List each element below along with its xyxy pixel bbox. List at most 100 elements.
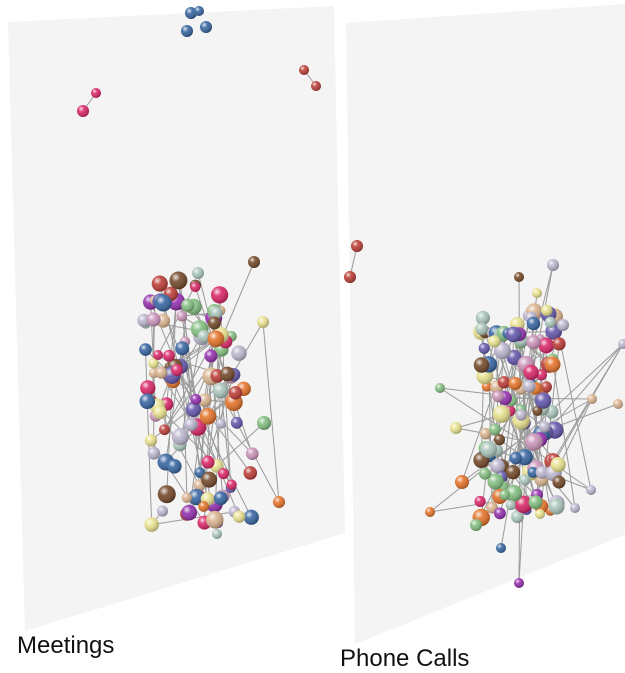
network-node-shading: [473, 357, 490, 373]
network-node-shading: [478, 342, 490, 354]
network-node-shading: [155, 366, 168, 379]
network-node-shading: [192, 267, 204, 279]
network-node-shading: [190, 393, 202, 405]
network-node-shading: [528, 495, 543, 510]
network-node-shading: [216, 418, 227, 429]
network-node-shading: [197, 329, 211, 343]
network-node-shading: [171, 364, 183, 376]
network-edge: [439, 387, 521, 441]
network-node-shading: [525, 433, 543, 451]
network-node-shading: [257, 316, 269, 328]
network-node-shading: [205, 510, 224, 529]
network-node-shading: [570, 503, 580, 513]
network-node-shading: [523, 364, 539, 381]
network-node-shading: [144, 434, 158, 447]
network-node-shading: [450, 422, 462, 434]
network-node-shading: [344, 271, 356, 283]
network-node-shading: [474, 495, 486, 508]
network-node-shading: [210, 286, 229, 304]
network-node-shading: [532, 405, 543, 416]
network-node-shading: [171, 428, 189, 446]
network-edge: [262, 321, 280, 503]
meetings-nodes: [77, 6, 321, 539]
network-node-shading: [228, 386, 243, 400]
network-node-shading: [470, 519, 482, 531]
network-edge: [510, 334, 515, 401]
network-node-shading: [230, 416, 243, 429]
network-node-shading: [299, 65, 309, 75]
network-edge: [153, 284, 196, 364]
network-node-shading: [547, 259, 559, 271]
network-edge: [504, 340, 523, 399]
network-node-shading: [243, 509, 259, 525]
network-node-shading: [506, 350, 522, 365]
network-edge: [153, 338, 217, 374]
network-node-shading: [169, 271, 188, 290]
network-node-shading: [526, 316, 541, 331]
network-node-shading: [151, 275, 168, 292]
network-node-shading: [144, 517, 159, 532]
network-node-shading: [489, 423, 501, 436]
meetings-caption: Meetings: [17, 632, 115, 659]
phone-calls-caption: Phone Calls: [340, 645, 470, 672]
network-node-shading: [535, 509, 545, 519]
network-node-shading: [557, 319, 569, 331]
network-node-shading: [480, 441, 498, 458]
network-node-shading: [544, 356, 561, 373]
network-node-shading: [540, 381, 552, 393]
network-node-shading: [185, 7, 197, 19]
network-node-shading: [159, 424, 170, 436]
network-node-shading: [218, 468, 230, 480]
network-node-shading: [148, 358, 159, 369]
network-node-shading: [212, 382, 229, 399]
network-node-shading: [181, 25, 193, 37]
network-node-shading: [499, 489, 510, 501]
network-node-shading: [273, 496, 285, 508]
network-node-shading: [311, 81, 321, 91]
network-node-shading: [497, 376, 511, 389]
network-node-shading: [185, 401, 202, 418]
network-node-shading: [184, 417, 198, 432]
network-node-shading: [232, 510, 246, 523]
network-node-shading: [544, 316, 556, 328]
network-node-shading: [156, 505, 169, 517]
network-node-shading: [204, 349, 218, 363]
network-node-shading: [210, 306, 223, 319]
network-edge: [552, 359, 576, 509]
network-node-shading: [188, 488, 205, 506]
network-node-shading: [587, 394, 597, 404]
network-node-shading: [475, 310, 490, 325]
network-node-shading: [511, 510, 524, 524]
network-node-shading: [152, 405, 167, 420]
network-node-shading: [199, 408, 217, 425]
network-node-shading: [248, 256, 260, 268]
network-node-shading: [550, 457, 566, 473]
network-node-shading: [201, 471, 218, 488]
network-node-shading: [226, 479, 237, 490]
network-node-shading: [538, 421, 551, 433]
network-node-shading: [201, 455, 215, 469]
network-node-shading: [243, 466, 258, 480]
network-node-shading: [91, 88, 101, 98]
network-node-shading: [77, 105, 89, 117]
network-node-shading: [157, 485, 176, 504]
network-node-shading: [190, 282, 201, 293]
network-node-shading: [207, 330, 225, 348]
network-node-shading: [534, 392, 552, 409]
network-node-shading: [548, 498, 565, 515]
network-node-shading: [146, 312, 161, 327]
network-node-shading: [538, 337, 555, 354]
network-edge: [461, 334, 515, 483]
network-node-shading: [514, 578, 524, 588]
network-node-shading: [167, 459, 182, 474]
network-node-shading: [475, 322, 488, 336]
network-node-shading: [613, 399, 623, 409]
network-node-shading: [496, 543, 506, 553]
network-node-shading: [522, 379, 536, 393]
network-node-shading: [490, 458, 505, 474]
network-node-shading: [505, 484, 523, 502]
network-node-shading: [176, 310, 188, 322]
network-node-shading: [487, 473, 504, 490]
network-node-shading: [140, 380, 156, 396]
